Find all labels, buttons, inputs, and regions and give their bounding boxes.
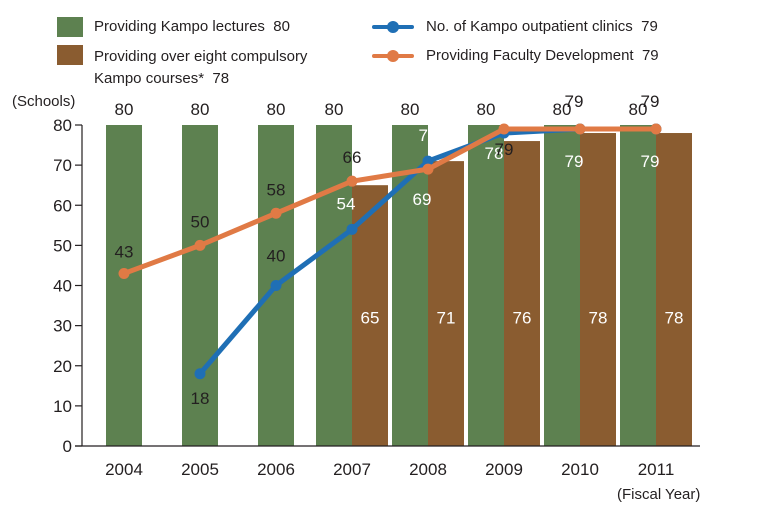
point-faculty-development bbox=[498, 123, 510, 135]
bar-label-kampo-lectures: 80 bbox=[115, 100, 134, 119]
bar-label-kampo-lectures: 80 bbox=[191, 100, 210, 119]
bar-label-compulsory-courses: 78 bbox=[589, 309, 608, 328]
point-faculty-development bbox=[194, 239, 206, 251]
y-tick-label: 50 bbox=[53, 236, 72, 255]
point-outpatient-clinics bbox=[270, 280, 282, 291]
point-label-outpatient-clinics: 71 bbox=[419, 126, 438, 145]
legend-label-kampo-lectures: Providing Kampo lectures 80 bbox=[94, 18, 290, 35]
point-label-faculty-development: 79 bbox=[495, 140, 514, 159]
bar-label-kampo-lectures: 80 bbox=[401, 100, 420, 119]
legend-marker-faculty-development bbox=[387, 50, 399, 62]
point-label-faculty-development: 79 bbox=[641, 92, 660, 111]
point-label-outpatient-clinics: 78 bbox=[485, 144, 504, 163]
x-tick-label: 2011 bbox=[638, 460, 675, 479]
point-faculty-development bbox=[270, 207, 282, 219]
legend-label-compulsory-courses: Providing over eight compulsory Kampo co… bbox=[94, 48, 308, 87]
point-outpatient-clinics bbox=[422, 155, 434, 167]
line-faculty-development bbox=[121, 126, 659, 276]
bar-kampo-lectures bbox=[468, 125, 504, 446]
x-tick-label: 2004 bbox=[105, 460, 143, 479]
y-tick-label: 20 bbox=[53, 357, 72, 376]
bar-label-kampo-lectures: 80 bbox=[325, 100, 344, 119]
point-label-faculty-development: 69 bbox=[413, 190, 432, 209]
bar-label-kampo-lectures: 80 bbox=[267, 100, 286, 119]
y-tick-label: 80 bbox=[53, 116, 72, 135]
bar-label-compulsory-courses: 78 bbox=[665, 309, 684, 328]
bar-compulsory-courses bbox=[580, 133, 616, 446]
bar-label-kampo-lectures: 80 bbox=[629, 100, 648, 119]
legend-marker-outpatient-clinics bbox=[387, 21, 399, 33]
point-label-faculty-development: 79 bbox=[565, 92, 584, 111]
point-label-outpatient-clinics: 40 bbox=[267, 247, 286, 266]
point-label-faculty-development: 58 bbox=[267, 180, 286, 199]
point-outpatient-clinics bbox=[194, 368, 206, 380]
y-axis-unit-label: (Schools) bbox=[12, 93, 76, 110]
point-label-outpatient-clinics: 18 bbox=[191, 389, 210, 408]
point-faculty-development bbox=[422, 163, 434, 175]
y-tick-label: 0 bbox=[63, 437, 72, 456]
y-tick-label: 40 bbox=[53, 277, 72, 296]
legend-swatch-compulsory-courses bbox=[57, 45, 83, 65]
x-tick-label: 2010 bbox=[561, 460, 599, 479]
point-label-faculty-development: 66 bbox=[343, 148, 362, 167]
point-faculty-development bbox=[346, 175, 358, 187]
bar-label-kampo-lectures: 80 bbox=[477, 100, 496, 119]
point-faculty-development bbox=[650, 123, 662, 135]
point-label-outpatient-clinics: 54 bbox=[337, 194, 356, 213]
legend-label-faculty-development: Providing Faculty Development 79 bbox=[426, 47, 659, 64]
x-tick-label: 2009 bbox=[485, 460, 523, 479]
bar-kampo-lectures bbox=[106, 125, 142, 446]
point-faculty-development bbox=[574, 123, 586, 135]
bar-kampo-lectures bbox=[182, 125, 218, 446]
y-tick-label: 60 bbox=[53, 196, 72, 215]
point-faculty-development bbox=[118, 267, 130, 279]
bar-compulsory-courses bbox=[352, 185, 388, 446]
bar-kampo-lectures bbox=[620, 125, 656, 446]
bar-compulsory-courses bbox=[656, 133, 692, 446]
legend-swatch-kampo-lectures bbox=[57, 17, 83, 37]
y-tick-label: 10 bbox=[53, 397, 72, 416]
x-axis-unit-label: (Fiscal Year) bbox=[617, 486, 701, 503]
point-outpatient-clinics bbox=[346, 223, 358, 235]
point-label-faculty-development: 50 bbox=[191, 212, 210, 231]
bar-label-kampo-lectures: 80 bbox=[553, 100, 572, 119]
x-tick-label: 2007 bbox=[333, 460, 371, 479]
bar-compulsory-courses bbox=[428, 161, 464, 447]
bar-label-compulsory-courses: 76 bbox=[513, 309, 532, 328]
point-label-faculty-development: 43 bbox=[115, 242, 134, 261]
bar-compulsory-courses bbox=[504, 141, 540, 447]
bar-label-compulsory-courses: 71 bbox=[437, 309, 456, 328]
bar-label-compulsory-courses: 65 bbox=[361, 309, 380, 328]
point-label-outpatient-clinics: 79 bbox=[565, 152, 584, 171]
y-tick-label: 30 bbox=[53, 317, 72, 336]
x-tick-label: 2005 bbox=[181, 460, 219, 479]
bar-kampo-lectures bbox=[544, 125, 580, 446]
legend-label-outpatient-clinics: No. of Kampo outpatient clinics 79 bbox=[426, 18, 658, 35]
bar-kampo-lectures bbox=[316, 125, 352, 446]
x-tick-label: 2008 bbox=[409, 460, 447, 479]
x-tick-label: 2006 bbox=[257, 460, 295, 479]
y-tick-label: 70 bbox=[53, 156, 72, 175]
point-label-outpatient-clinics: 79 bbox=[641, 152, 660, 171]
